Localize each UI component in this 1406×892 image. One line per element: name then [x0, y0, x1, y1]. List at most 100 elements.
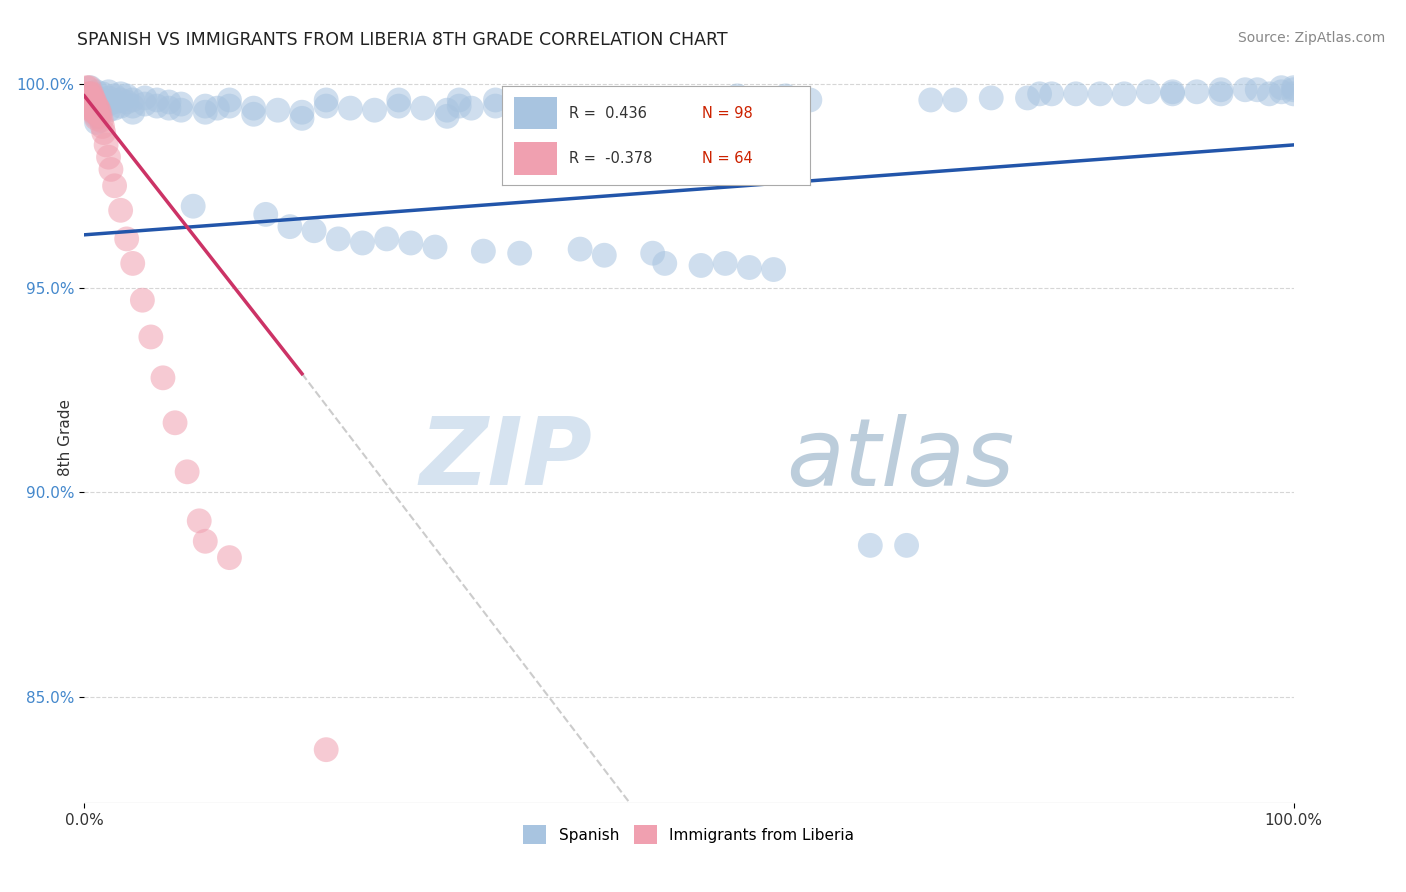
Point: [86, 101, 108, 115]
Point: [176, 465, 198, 479]
Point: [157, 95, 180, 109]
Point: [97, 150, 120, 164]
Point: [82, 97, 104, 112]
Point: [93, 126, 115, 140]
Point: [920, 93, 942, 107]
Point: [484, 93, 506, 107]
Point: [110, 93, 132, 107]
Point: [1040, 87, 1063, 101]
Point: [1270, 80, 1292, 95]
Point: [751, 93, 773, 107]
Point: [89, 107, 111, 121]
Point: [104, 88, 127, 103]
Point: [80, 87, 103, 101]
Point: [1161, 87, 1184, 101]
Point: [146, 93, 169, 107]
Point: [86, 115, 108, 129]
Y-axis label: 8th Grade: 8th Grade: [58, 399, 73, 475]
Point: [725, 95, 748, 109]
Point: [399, 235, 422, 250]
Point: [134, 97, 156, 112]
Point: [87, 103, 110, 118]
Point: [1234, 83, 1257, 97]
Point: [859, 538, 882, 552]
Point: [1137, 85, 1160, 99]
Point: [83, 105, 105, 120]
Point: [86, 109, 108, 123]
Point: [352, 235, 374, 250]
Point: [165, 416, 187, 430]
Point: [1282, 80, 1305, 95]
Point: [762, 262, 785, 277]
Point: [115, 88, 138, 103]
Point: [86, 105, 108, 120]
Point: [714, 256, 737, 270]
Point: [104, 95, 127, 109]
Point: [1114, 87, 1136, 101]
Point: [218, 99, 240, 113]
Point: [83, 93, 105, 107]
Point: [423, 240, 446, 254]
Point: [131, 293, 153, 308]
Point: [218, 550, 240, 565]
Point: [84, 97, 107, 112]
Point: [412, 101, 434, 115]
Point: [1282, 87, 1305, 101]
Point: [1209, 87, 1232, 101]
Point: [1088, 87, 1111, 101]
Point: [79, 99, 101, 113]
Point: [725, 88, 748, 103]
Point: [449, 93, 471, 107]
Point: [520, 97, 543, 112]
Point: [509, 246, 531, 260]
Point: [100, 162, 122, 177]
Point: [121, 99, 143, 113]
Point: [170, 103, 193, 118]
Point: [77, 80, 100, 95]
Point: [388, 99, 411, 113]
Point: [82, 103, 104, 118]
Point: [134, 91, 156, 105]
Point: [315, 742, 337, 756]
Point: [980, 91, 1002, 105]
Point: [388, 93, 411, 107]
Point: [104, 101, 127, 115]
Point: [91, 120, 114, 134]
Point: [79, 99, 101, 113]
Point: [115, 95, 138, 109]
Point: [242, 107, 264, 121]
Point: [146, 99, 169, 113]
Point: [291, 105, 314, 120]
Point: [194, 534, 217, 549]
Point: [139, 330, 162, 344]
Point: [593, 248, 616, 262]
Point: [181, 199, 204, 213]
Point: [702, 101, 724, 115]
Point: [436, 109, 458, 123]
Point: [79, 80, 101, 95]
Text: atlas: atlas: [786, 414, 1014, 505]
Text: Source: ZipAtlas.com: Source: ZipAtlas.com: [1237, 31, 1385, 45]
Point: [943, 93, 966, 107]
Point: [97, 103, 120, 118]
Point: [690, 259, 713, 273]
Point: [242, 101, 264, 115]
Point: [533, 103, 555, 118]
Point: [80, 99, 103, 113]
Point: [194, 99, 217, 113]
Point: [170, 97, 193, 112]
Point: [291, 112, 314, 126]
Point: [86, 85, 108, 99]
Point: [110, 203, 132, 218]
Point: [1246, 83, 1268, 97]
Point: [152, 371, 174, 385]
Text: SPANISH VS IMMIGRANTS FROM LIBERIA 8TH GRADE CORRELATION CHART: SPANISH VS IMMIGRANTS FROM LIBERIA 8TH G…: [77, 31, 728, 49]
Point: [84, 103, 107, 118]
Point: [207, 101, 229, 115]
Point: [472, 244, 495, 259]
Point: [665, 99, 688, 113]
Point: [218, 93, 240, 107]
Point: [86, 103, 108, 118]
Point: [302, 224, 325, 238]
Point: [97, 91, 120, 105]
